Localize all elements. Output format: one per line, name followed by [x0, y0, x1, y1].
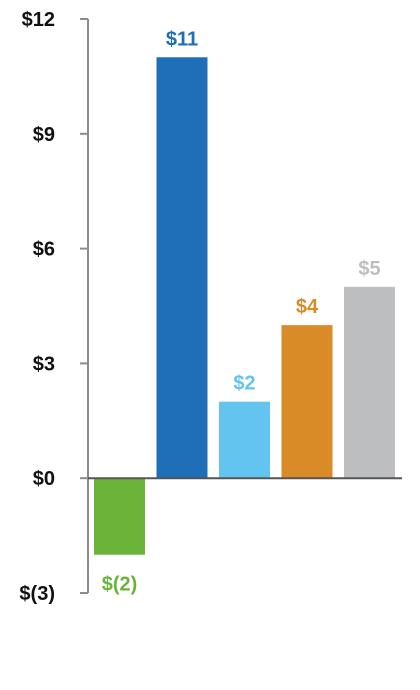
data-labels: $(2) $11 $2 $4 $5 — [102, 28, 381, 595]
bar-data-label: $2 — [233, 373, 255, 395]
y-tick-label: $12 — [22, 9, 55, 31]
y-axis: $12 $9 $6 $3 $0 $(3) — [19, 9, 89, 605]
bar-data-label: $11 — [166, 28, 198, 50]
bar — [281, 325, 333, 479]
bar — [94, 478, 145, 555]
y-tick-label: $0 — [33, 468, 55, 490]
y-tick-label: $3 — [33, 353, 55, 375]
y-tick-label: $9 — [33, 124, 55, 146]
bar-data-label: $4 — [296, 296, 319, 318]
bar-data-label: $5 — [358, 258, 380, 280]
bar — [156, 57, 208, 479]
y-tick-label: $6 — [33, 239, 55, 261]
bar — [219, 401, 270, 479]
bar-data-label: $(2) — [102, 574, 138, 596]
bar — [344, 286, 395, 479]
y-tick-label: $(3) — [19, 583, 55, 605]
bars — [94, 57, 395, 555]
